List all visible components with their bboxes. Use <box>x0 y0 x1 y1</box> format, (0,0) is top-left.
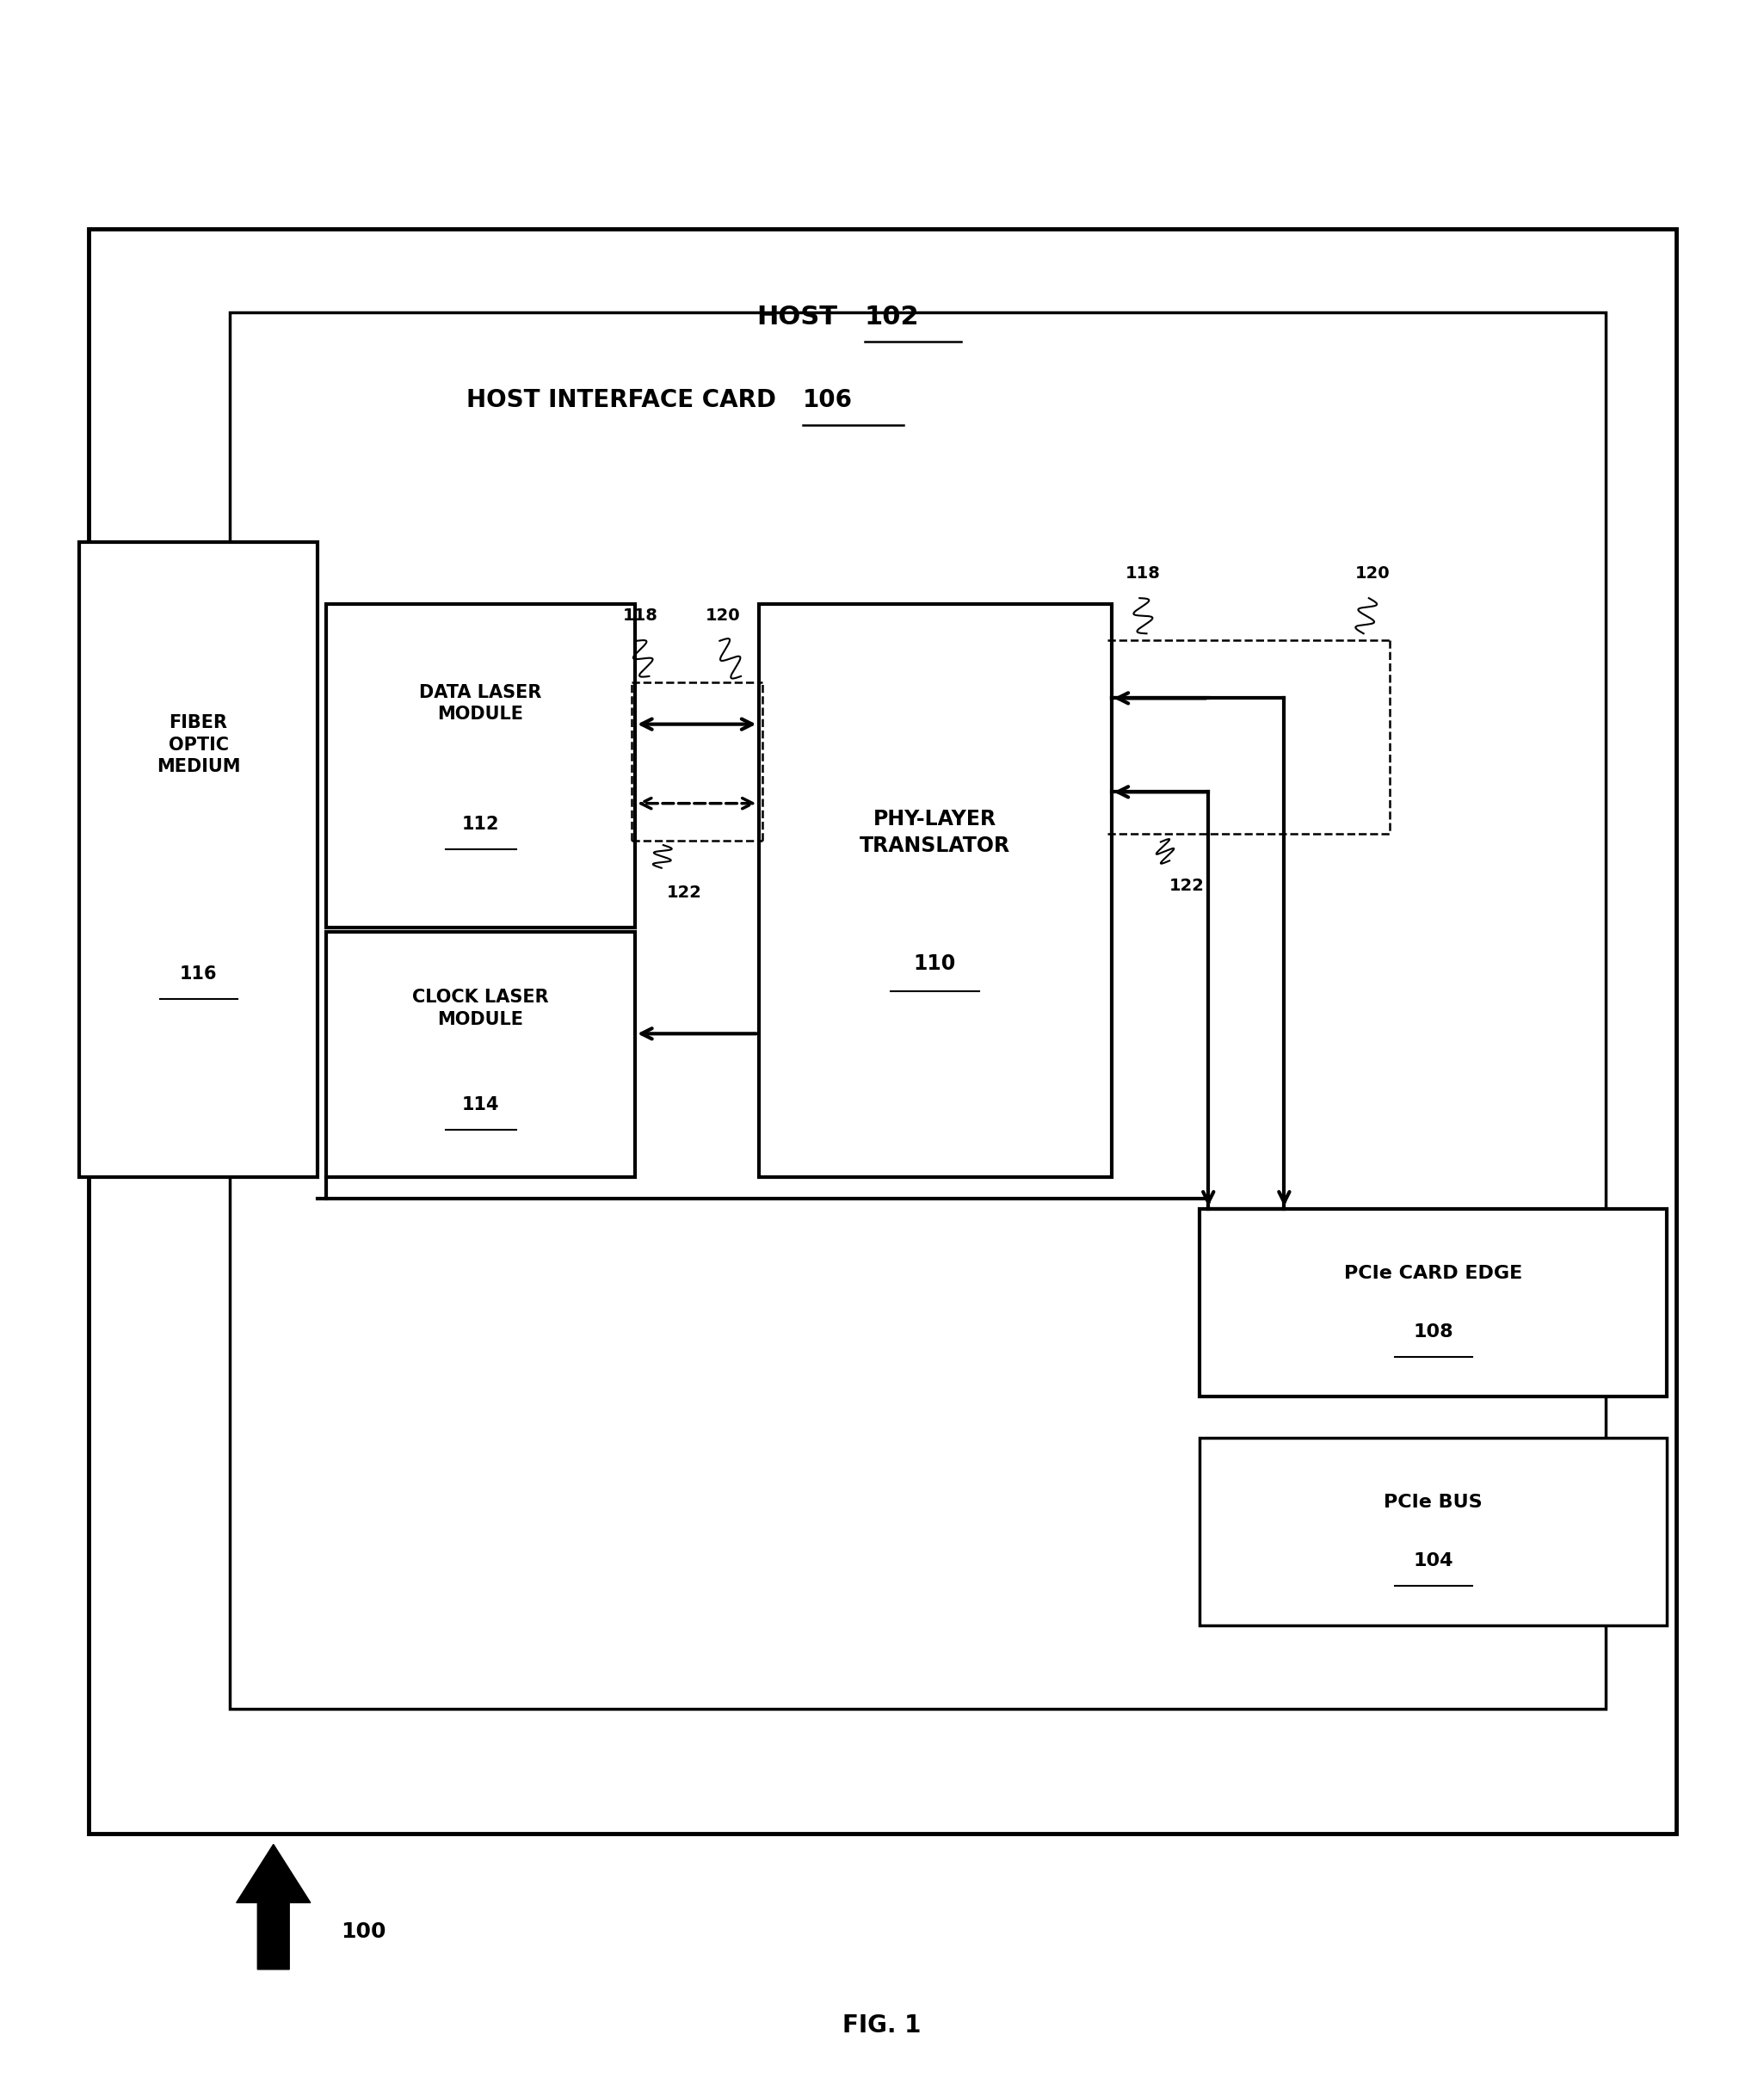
Text: 122: 122 <box>1170 877 1205 894</box>
Bar <box>1200 1209 1667 1396</box>
Bar <box>326 932 635 1177</box>
Text: PHY-LAYER
TRANSLATOR: PHY-LAYER TRANSLATOR <box>859 809 1011 857</box>
Text: 116: 116 <box>180 965 217 984</box>
Text: DATA LASER
MODULE: DATA LASER MODULE <box>420 684 542 723</box>
Text: 118: 118 <box>1125 565 1161 581</box>
Text: PCIe CARD EDGE: PCIe CARD EDGE <box>1344 1265 1522 1282</box>
Text: FIBER
OPTIC
MEDIUM: FIBER OPTIC MEDIUM <box>157 715 240 775</box>
Text: 122: 122 <box>667 886 702 900</box>
Text: 120: 120 <box>1355 565 1390 581</box>
Bar <box>1200 1438 1667 1626</box>
Text: 118: 118 <box>623 609 658 623</box>
Bar <box>326 604 635 927</box>
Text: PCIe BUS: PCIe BUS <box>1385 1494 1482 1511</box>
Bar <box>88 229 1676 1834</box>
Text: FIG. 1: FIG. 1 <box>843 2013 921 2038</box>
Polygon shape <box>236 1844 310 1969</box>
Text: 112: 112 <box>462 815 499 834</box>
Text: 100: 100 <box>340 1921 386 1942</box>
Text: 110: 110 <box>914 954 956 973</box>
Bar <box>759 604 1111 1177</box>
Text: 104: 104 <box>1413 1553 1454 1569</box>
Text: HOST INTERFACE CARD: HOST INTERFACE CARD <box>466 388 776 413</box>
Text: 106: 106 <box>803 388 852 413</box>
Text: 114: 114 <box>462 1096 499 1113</box>
Text: CLOCK LASER
MODULE: CLOCK LASER MODULE <box>413 990 549 1027</box>
Bar <box>79 542 318 1177</box>
Text: 120: 120 <box>706 609 741 623</box>
Text: HOST: HOST <box>757 304 838 329</box>
Text: 102: 102 <box>864 304 919 329</box>
Bar <box>229 313 1605 1709</box>
Text: 108: 108 <box>1413 1323 1454 1340</box>
